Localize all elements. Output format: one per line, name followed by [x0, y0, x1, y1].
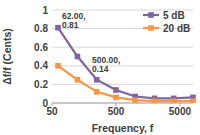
series-line: [58, 28, 193, 99]
series-marker: [55, 63, 61, 69]
y-tick-label: 0.2: [34, 79, 48, 90]
series-marker: [113, 87, 119, 93]
x-tick-label: 50: [46, 106, 58, 117]
series-marker: [94, 77, 100, 83]
series-marker: [55, 25, 61, 31]
annotation: 62.00, 0.81: [62, 11, 88, 31]
x-tick-label: 5000: [169, 106, 192, 117]
legend-marker: [148, 12, 154, 18]
x-tick-label: 500: [108, 106, 125, 117]
y-tick-label: 0.4: [34, 60, 48, 71]
chart-svg: 00.20.40.60.81505005000Frequency, fΔf/f …: [0, 0, 200, 135]
legend-label: 20 dB: [163, 23, 190, 34]
annotation-line: 500.00,: [92, 55, 123, 65]
y-tick-label: 0.6: [34, 42, 48, 53]
series-marker: [171, 98, 177, 103]
y-tick-label: 1: [42, 5, 48, 16]
legend: 5 dB 20 dB: [143, 10, 190, 34]
y-axis-title: Δf/f (Cents): [1, 28, 13, 85]
annotation: 500.00, 0.14: [92, 55, 123, 74]
grid-line: [52, 65, 193, 66]
series-marker: [190, 98, 196, 103]
grid-line: [52, 84, 193, 85]
series-marker: [132, 97, 138, 103]
series-marker: [75, 77, 81, 83]
grid-line: [52, 47, 193, 48]
legend-marker: [148, 25, 154, 31]
legend-label: 5 dB: [163, 10, 185, 21]
series-marker: [75, 54, 81, 60]
series-marker: [94, 89, 100, 95]
series-marker: [113, 95, 119, 101]
series-line: [58, 66, 193, 101]
y-tick-label: 0.8: [34, 23, 48, 34]
x-axis-title: Frequency, f: [92, 122, 154, 134]
annotation-line: 0.14: [92, 64, 109, 74]
annotation-line: 62.00,: [62, 11, 88, 21]
plot-marks: [55, 25, 196, 103]
annotation-line: 0.81: [62, 20, 79, 30]
chart-container: 00.20.40.60.81505005000Frequency, fΔf/f …: [0, 0, 200, 135]
series-marker: [152, 98, 158, 103]
